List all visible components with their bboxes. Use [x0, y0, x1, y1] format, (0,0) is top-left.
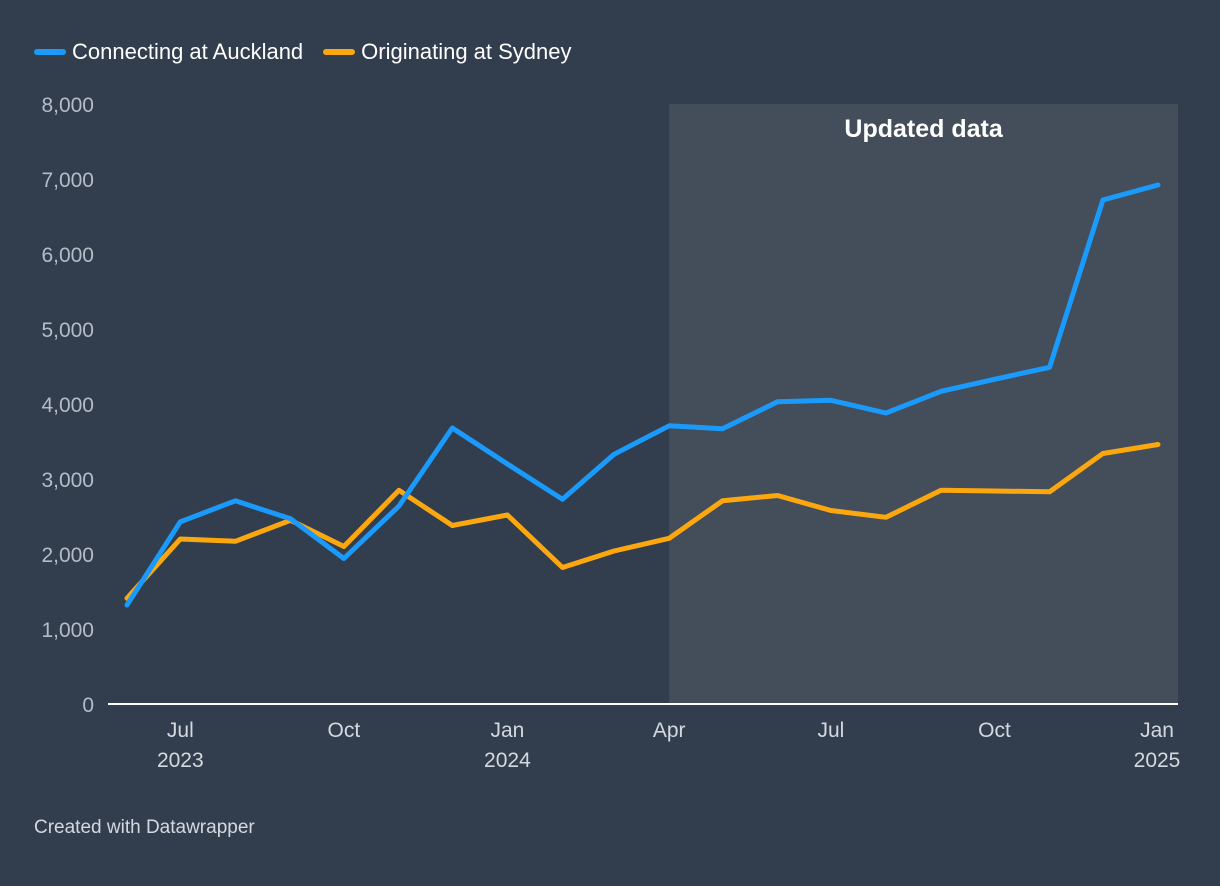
chart-legend: Connecting at Auckland Originating at Syd…: [34, 38, 572, 66]
highlight-label: Updated data: [844, 115, 1003, 143]
x-tick-year-label: 2024: [484, 749, 531, 772]
legend-item: Connecting at Auckland: [34, 39, 303, 65]
y-tick-label: 1,000: [41, 619, 94, 642]
legend-label: Originating at Sydney: [361, 39, 572, 64]
x-tick-label: Jan: [490, 719, 524, 742]
y-tick-label: 4,000: [41, 394, 94, 417]
line-chart: Updated data 0 1,000 2,000 3,000 4,000 5,000 6,…: [41, 94, 1181, 772]
y-tick-label: 6,000: [41, 244, 94, 267]
x-tick-year-label: 2025: [1134, 749, 1181, 772]
y-tick-label: 8,000: [41, 94, 94, 117]
legend-swatch: [323, 49, 356, 55]
footer-credit: Created with Datawrapper: [34, 817, 255, 838]
y-tick-label: 5,000: [41, 319, 94, 342]
series-line-connecting-auckland: [124, 182, 1161, 608]
x-tick-year-label: 2023: [157, 749, 204, 772]
highlight-range: [669, 104, 1178, 704]
x-tick-label: Jul: [167, 719, 194, 742]
legend-item: Originating at Sydney: [323, 39, 572, 65]
y-tick-label: 2,000: [41, 544, 94, 567]
legend-label: Connecting at Auckland: [72, 39, 304, 64]
x-tick-label: Apr: [653, 719, 686, 742]
x-tick-label: Jan: [1140, 719, 1174, 742]
legend-swatch: [34, 49, 66, 55]
y-tick-label: 7,000: [41, 169, 94, 192]
y-tick-label: 3,000: [41, 469, 94, 492]
x-tick-label: Oct: [328, 719, 361, 742]
x-tick-label: Oct: [978, 719, 1011, 742]
x-tick-label: Jul: [817, 719, 844, 742]
y-tick-label: 0: [82, 694, 94, 717]
